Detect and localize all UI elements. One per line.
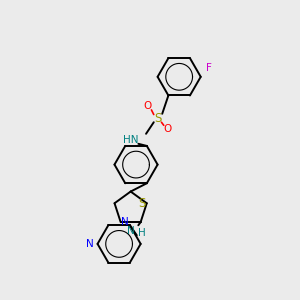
Text: N: N bbox=[86, 239, 94, 249]
Text: S: S bbox=[139, 197, 146, 210]
Text: N: N bbox=[122, 217, 129, 227]
Text: F: F bbox=[206, 63, 212, 73]
Text: HN: HN bbox=[123, 135, 138, 145]
Text: S: S bbox=[154, 112, 161, 125]
Text: O: O bbox=[164, 124, 172, 134]
Text: O: O bbox=[143, 101, 152, 111]
Text: N: N bbox=[127, 226, 134, 236]
Text: H: H bbox=[138, 228, 146, 238]
